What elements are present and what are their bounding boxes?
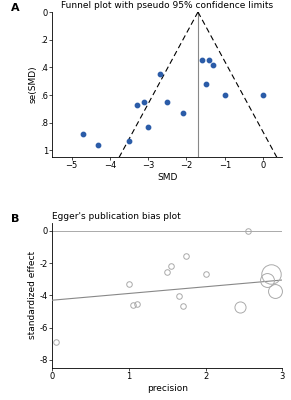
Title: Funnel plot with pseudo 95% confidence limits: Funnel plot with pseudo 95% confidence l…: [61, 1, 273, 10]
Text: A: A: [11, 3, 19, 13]
Point: [157, 71, 162, 78]
Point: [165, 99, 170, 105]
Point: [203, 81, 208, 87]
Point: [96, 142, 101, 148]
Point: [261, 92, 265, 98]
Point: [207, 57, 212, 64]
Point: [199, 57, 204, 64]
X-axis label: SMD: SMD: [157, 173, 178, 182]
Point: [222, 92, 227, 98]
Point: [142, 99, 147, 105]
Point: [211, 61, 216, 68]
Point: [134, 102, 139, 108]
X-axis label: precision: precision: [147, 384, 188, 393]
Y-axis label: se(SMD): se(SMD): [29, 66, 38, 104]
Point: [81, 130, 85, 137]
Text: Egger's publication bias plot: Egger's publication bias plot: [52, 212, 181, 220]
Text: B: B: [11, 214, 19, 224]
Y-axis label: standardized effect: standardized effect: [28, 251, 37, 340]
Point: [180, 110, 185, 116]
Point: [127, 138, 131, 144]
Point: [146, 124, 150, 130]
